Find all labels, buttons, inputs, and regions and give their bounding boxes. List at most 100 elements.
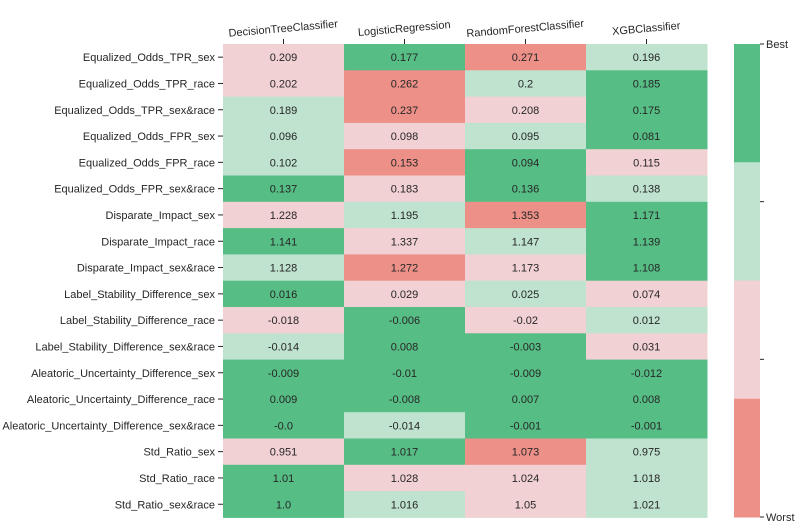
row-label: Equalized_Odds_FPR_race: [79, 157, 215, 169]
heatmap-cell: [223, 280, 345, 308]
cell-value: 0.029: [391, 289, 419, 301]
cell-value: 1.353: [512, 210, 540, 222]
cell-value: 0.271: [512, 52, 540, 64]
cell-value: 1.01: [273, 473, 294, 485]
heatmap-cell: [465, 122, 587, 150]
colorbar-segment: [734, 398, 760, 518]
cell-value: 0.951: [270, 447, 298, 459]
row-label: Aleatoric_Uncertainty_Difference_race: [27, 394, 215, 406]
cell-value: -0.009: [268, 368, 299, 380]
cell-value: 0.196: [633, 52, 661, 64]
heatmap-cell: [223, 122, 345, 150]
colorbar-segment: [734, 44, 760, 163]
cell-value: 0.138: [633, 184, 661, 196]
row-label: Label_Stability_Difference_race: [60, 315, 215, 327]
heatmap-cell: [223, 228, 345, 255]
heatmap-cell: [465, 201, 587, 229]
heatmap-cell: [465, 359, 587, 387]
heatmap-cell: [344, 175, 466, 203]
cell-value: 0.189: [270, 105, 298, 117]
heatmap-cell: [344, 228, 466, 255]
cell-value: 1.173: [512, 263, 540, 275]
heatmap-cell: [223, 385, 345, 413]
heatmap-cell: [344, 307, 466, 334]
heatmap-cell: [344, 385, 466, 413]
heatmap-cell: [223, 412, 345, 439]
heatmap-cell: [586, 280, 708, 308]
heatmap-cell: [223, 175, 345, 203]
heatmap-cell: [344, 333, 466, 361]
heatmap-cells: 0.209 0.177 0.271 0.196 0.202 0.262 0.2 0.185 0.…: [223, 44, 708, 518]
row-label: Equalized_Odds_FPR_sex&race: [54, 184, 215, 196]
heatmap-cell: [223, 44, 345, 71]
cell-value: 0.175: [633, 105, 661, 117]
cell-value: 0.262: [391, 78, 419, 90]
cell-value: 0.025: [512, 289, 540, 301]
cell-value: -0.02: [513, 315, 538, 327]
cell-value: 0.185: [633, 78, 661, 90]
cell-value: 1.141: [270, 236, 298, 248]
cell-value: 0.009: [270, 394, 298, 406]
heatmap-cell: [223, 438, 345, 466]
cell-value: -0.01: [392, 368, 417, 380]
cell-value: -0.001: [631, 420, 662, 432]
cell-value: 0.177: [391, 52, 419, 64]
heatmap-cell: [344, 70, 466, 98]
cell-value: 0.081: [633, 131, 661, 143]
colorbar: Best Worst: [734, 39, 795, 524]
colorbar-segment: [734, 162, 760, 281]
heatmap-cell: [465, 44, 587, 71]
heatmap-cell: [344, 44, 466, 71]
cell-value: 0.008: [633, 394, 661, 406]
heatmap-cell: [586, 70, 708, 98]
heatmap-cell: [223, 70, 345, 98]
heatmap-cell: [465, 149, 587, 176]
heatmap-cell: [586, 228, 708, 255]
cell-value: -0.0: [274, 420, 293, 432]
cell-value: -0.014: [268, 341, 299, 353]
heatmap-cell: [344, 412, 466, 439]
heatmap-cell: [465, 464, 587, 492]
cell-value: 0.102: [270, 157, 298, 169]
row-label: Label_Stability_Difference_sex&race: [35, 341, 215, 353]
row-label: Disparate_Impact_sex: [106, 210, 216, 222]
cell-value: 0.208: [512, 105, 540, 117]
heatmap-cell: [344, 96, 466, 124]
heatmap-cell: [223, 307, 345, 334]
row-label: Disparate_Impact_sex&race: [77, 263, 215, 275]
row-label: Std_Ratio_sex&race: [115, 499, 215, 511]
heatmap-cell: [586, 307, 708, 334]
heatmap-cell: [586, 149, 708, 176]
cell-value: 0.136: [512, 184, 540, 196]
cell-value: 0.137: [270, 184, 298, 196]
cell-value: 0.016: [270, 289, 298, 301]
heatmap-cell: [223, 359, 345, 387]
heatmap-cell: [465, 228, 587, 255]
heatmap-cell: [344, 149, 466, 176]
heatmap-cell: [344, 438, 466, 466]
row-labels: Equalized_Odds_TPR_sex Equalized_Odds_TPR…: [2, 52, 223, 511]
cell-value: 0.209: [270, 52, 298, 64]
cell-value: 1.272: [391, 263, 419, 275]
row-label: Disparate_Impact_race: [101, 236, 215, 248]
heatmap-cell: [465, 491, 587, 518]
cell-value: 0.096: [270, 131, 298, 143]
cell-value: 1.016: [391, 499, 419, 511]
heatmap-cell: [344, 280, 466, 308]
column-label: RandomForestClassifier: [466, 18, 585, 40]
cell-value: 1.024: [512, 473, 540, 485]
heatmap-cell: [586, 96, 708, 124]
heatmap-cell: [586, 333, 708, 361]
heatmap-cell: [586, 175, 708, 203]
heatmap-cell: [465, 412, 587, 439]
cell-value: -0.009: [510, 368, 541, 380]
cell-value: 1.017: [391, 447, 419, 459]
cell-value: 1.073: [512, 447, 540, 459]
cell-value: 1.0: [276, 499, 291, 511]
heatmap-cell: [223, 254, 345, 282]
heatmap-cell: [465, 307, 587, 334]
cell-value: 0.074: [633, 289, 661, 301]
cell-value: 1.028: [391, 473, 419, 485]
heatmap-cell: [465, 280, 587, 308]
